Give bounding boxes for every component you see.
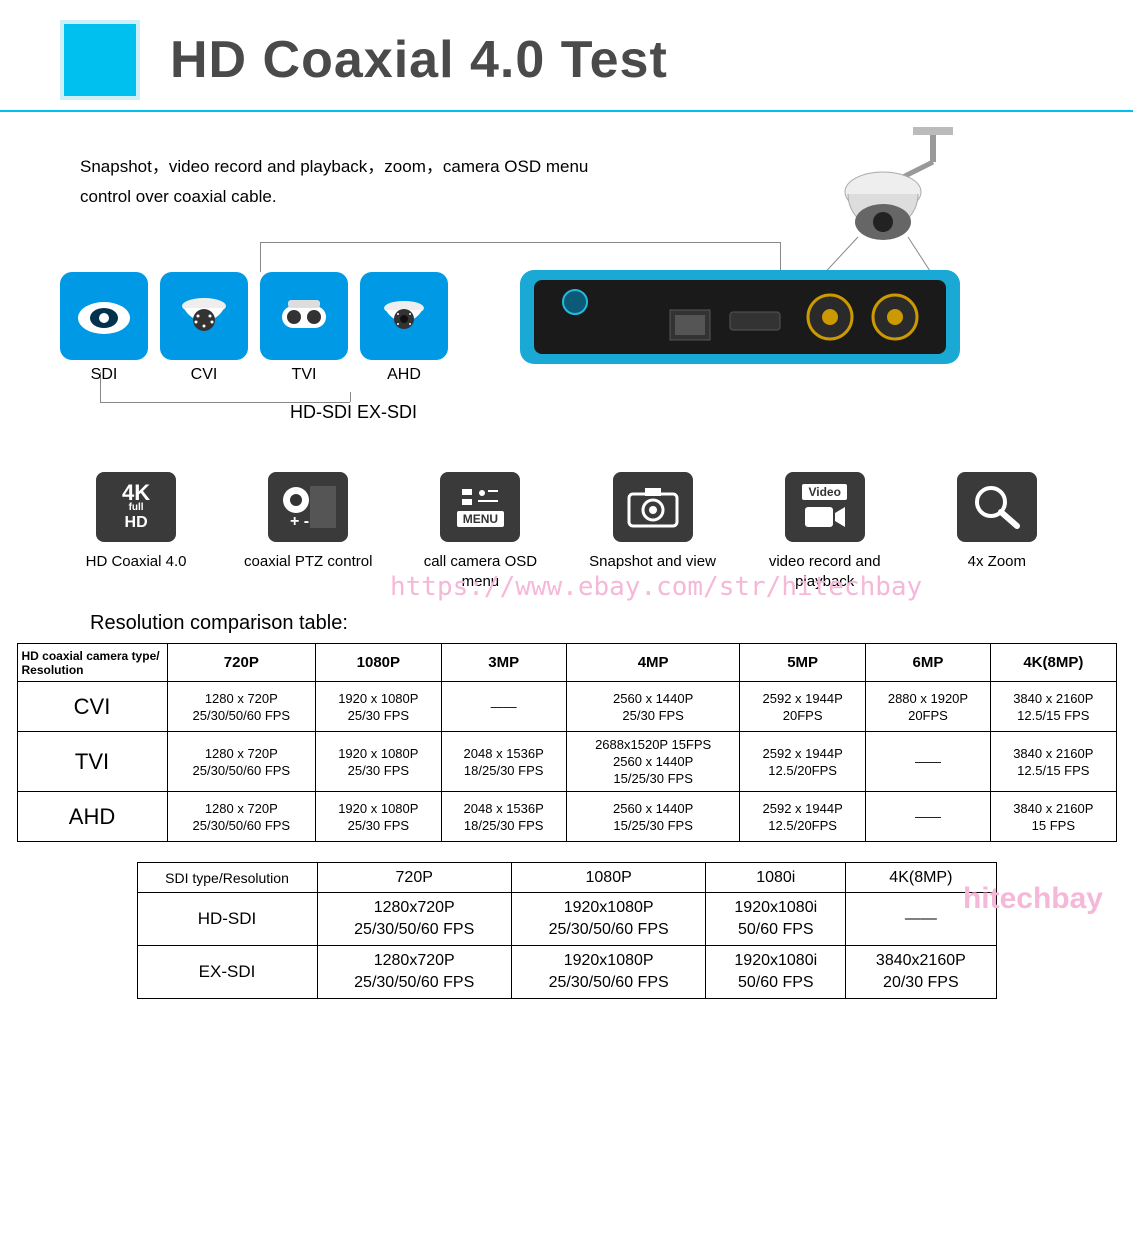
video-icon: Video <box>785 472 865 542</box>
intro-section: Snapshot，video record and playback，zoom，… <box>0 112 1133 222</box>
feature-zoom-label: 4x Zoom <box>922 552 1072 572</box>
tvi-label: TVI <box>260 366 348 384</box>
table-cell: 1280 x 720P25/30/50/60 FPS <box>167 682 316 732</box>
table-rowhead: AHD <box>17 792 167 842</box>
table-cell: 2592 x 1944P12.5/20FPS <box>740 732 865 792</box>
sdi-icon <box>60 272 148 360</box>
4k-icon: 4KfullHD <box>96 472 176 542</box>
feature-ptz: + - coaxial PTZ control <box>233 472 383 592</box>
table-cell: —— <box>441 682 566 732</box>
feature-4k-label: HD Coaxial 4.0 <box>61 552 211 572</box>
table-cell: 2592 x 1944P12.5/20FPS <box>740 792 865 842</box>
svg-text:+ -: + - <box>290 513 309 530</box>
t1-col-5: 6MP <box>865 644 990 682</box>
t1-col-6: 4K(8MP) <box>991 644 1116 682</box>
feature-ptz-label: coaxial PTZ control <box>233 552 383 572</box>
t1-corner: HD coaxial camera type/ Resolution <box>17 644 167 682</box>
t1-col-0: 720P <box>167 644 316 682</box>
sdi-label: SDI <box>60 366 148 384</box>
feature-snapshot-label: Snapshot and view <box>578 552 728 572</box>
resolution-table-2: SDI type/Resolution 720P 1080P 1080i 4K(… <box>137 862 997 999</box>
ptz-icon: + - <box>268 472 348 542</box>
sdi-subtypes-label: HD-SDI EX-SDI <box>290 402 417 423</box>
page-title: HD Coaxial 4.0 Test <box>170 30 668 90</box>
table-cell: 3840x2160P20/30 FPS <box>846 946 996 999</box>
snapshot-icon <box>613 472 693 542</box>
feature-4k: 4KfullHD HD Coaxial 4.0 <box>61 472 211 592</box>
page-header: HD Coaxial 4.0 Test <box>0 0 1133 112</box>
table1-caption: Resolution comparison table: <box>0 602 1133 643</box>
table-cell: 1920 x 1080P25/30 FPS <box>316 682 441 732</box>
table-cell: 1920 x 1080P25/30 FPS <box>316 792 441 842</box>
table-cell: 1920x1080i50/60 FPS <box>706 893 846 946</box>
ahd-icon <box>360 272 448 360</box>
table-cell: —— <box>865 792 990 842</box>
table-cell: 1920x1080P25/30/50/60 FPS <box>511 946 705 999</box>
table-cell: 1280x720P25/30/50/60 FPS <box>317 946 511 999</box>
table-cell: 3840 x 2160P12.5/15 FPS <box>991 682 1116 732</box>
table-cell: 2048 x 1536P18/25/30 FPS <box>441 732 566 792</box>
table-cell: 1920 x 1080P25/30 FPS <box>316 732 441 792</box>
watermark-tag: hitechbay <box>963 882 1103 916</box>
feature-zoom: 4x Zoom <box>922 472 1072 592</box>
table-cell: 2560 x 1440P25/30 FPS <box>566 682 740 732</box>
table-cell: 1280 x 720P25/30/50/60 FPS <box>167 792 316 842</box>
tvi-camera-box: TVI <box>260 272 348 384</box>
table-cell: —— <box>865 732 990 792</box>
t2-col-1: 1080P <box>511 863 705 893</box>
cvi-icon <box>160 272 248 360</box>
tvi-icon <box>260 272 348 360</box>
table-cell: 3840 x 2160P12.5/15 FPS <box>991 732 1116 792</box>
header-square-icon <box>60 20 140 100</box>
table-cell: 3840 x 2160P15 FPS <box>991 792 1116 842</box>
connection-diagram: SDI CVI TVI AHD <box>0 222 1133 422</box>
cvi-label: CVI <box>160 366 248 384</box>
t2-col-2: 1080i <box>706 863 846 893</box>
intro-text: Snapshot，video record and playback，zoom，… <box>80 152 620 212</box>
table-cell: 2592 x 1944P20FPS <box>740 682 865 732</box>
table-rowhead: CVI <box>17 682 167 732</box>
sdi-camera-box: SDI <box>60 272 148 384</box>
table-cell: 2560 x 1440P15/25/30 FPS <box>566 792 740 842</box>
table-cell: 1920x1080i50/60 FPS <box>706 946 846 999</box>
table-cell: 2880 x 1920P20FPS <box>865 682 990 732</box>
table-cell: 2688x1520P 15FPS2560 x 1440P15/25/30 FPS <box>566 732 740 792</box>
ahd-label: AHD <box>360 366 448 384</box>
t1-col-1: 1080P <box>316 644 441 682</box>
table-rowhead: HD-SDI <box>137 893 317 946</box>
table-cell: 1920x1080P25/30/50/60 FPS <box>511 893 705 946</box>
resolution-table-1: HD coaxial camera type/ Resolution 720P … <box>17 643 1117 842</box>
watermark-url: https://www.ebay.com/str/hitechbay <box>390 572 922 602</box>
table-cell: 1280 x 720P25/30/50/60 FPS <box>167 732 316 792</box>
t1-col-4: 5MP <box>740 644 865 682</box>
ahd-camera-box: AHD <box>360 272 448 384</box>
t2-corner: SDI type/Resolution <box>137 863 317 893</box>
zoom-icon <box>957 472 1037 542</box>
tester-device-illustration <box>520 262 960 372</box>
table-cell: 2048 x 1536P18/25/30 FPS <box>441 792 566 842</box>
table-cell: 1280x720P25/30/50/60 FPS <box>317 893 511 946</box>
cvi-camera-box: CVI <box>160 272 248 384</box>
table-rowhead: EX-SDI <box>137 946 317 999</box>
camera-type-icons: SDI CVI TVI AHD <box>60 272 448 384</box>
t2-col-0: 720P <box>317 863 511 893</box>
table-rowhead: TVI <box>17 732 167 792</box>
t1-col-3: 4MP <box>566 644 740 682</box>
t1-col-2: 3MP <box>441 644 566 682</box>
menu-icon: MENU <box>440 472 520 542</box>
